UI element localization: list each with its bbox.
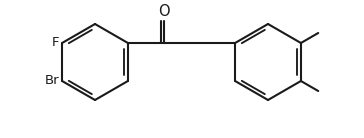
Text: F: F [52,36,59,50]
Text: O: O [158,4,170,19]
Text: Br: Br [44,75,59,87]
